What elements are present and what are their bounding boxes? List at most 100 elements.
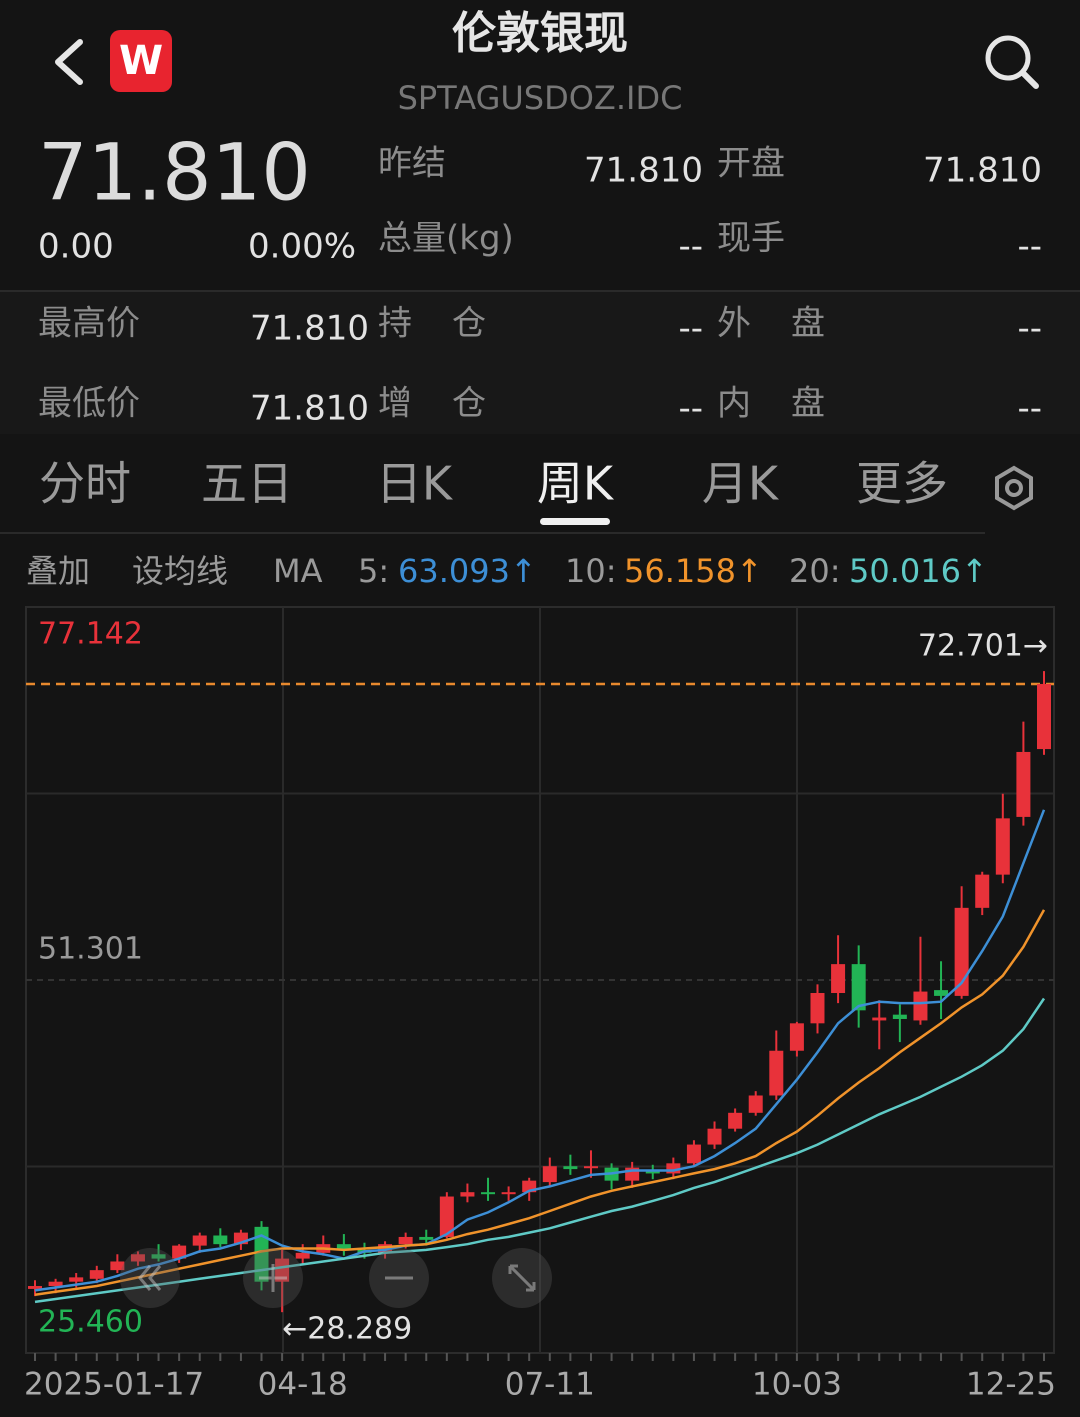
candle-body [728, 1112, 743, 1129]
candle-body [789, 1023, 804, 1051]
field-value: 71.810 [584, 151, 703, 191]
field-label: 昨结 [378, 144, 446, 184]
tab[interactable]: 月K [702, 457, 780, 511]
field-value: -- [1017, 227, 1042, 267]
candle-body [336, 1244, 351, 1250]
candle-body [69, 1277, 84, 1282]
candle-body [275, 1258, 290, 1282]
settings-icon-center [1005, 479, 1023, 497]
candle-body [851, 964, 866, 1011]
candle-body [686, 1144, 701, 1164]
tab[interactable]: 日K [376, 457, 454, 511]
candle-body [213, 1235, 228, 1245]
tab[interactable]: 五日 [201, 457, 293, 511]
candle-body [460, 1192, 475, 1197]
candle-body [707, 1128, 722, 1145]
ma-value: 63.093↑ [398, 552, 537, 590]
ma-period: 5: [358, 552, 389, 590]
set-ma-button[interactable]: 设均线 [132, 552, 228, 590]
high-label: 72.701→ [918, 629, 1048, 664]
candle-body [110, 1261, 125, 1271]
candle-body [48, 1281, 63, 1287]
candle-body [522, 1180, 537, 1193]
change-pct: 0.00% [248, 227, 356, 267]
candle-body [151, 1254, 166, 1259]
ma-value: 56.158↑ [624, 552, 763, 590]
change: 0.00 [38, 227, 114, 267]
back-button[interactable] [55, 39, 83, 85]
ma-line [34, 909, 1046, 1296]
candle-body [645, 1170, 660, 1174]
ma-value: 50.016↑ [849, 552, 988, 590]
stat-value: 71.810 [250, 389, 369, 429]
x-tick-label: 2025-01-17 [24, 1367, 204, 1403]
candle-body [995, 818, 1010, 875]
zoom-in-icon [259, 1264, 287, 1292]
y-tick-label: 51.301 [38, 932, 143, 967]
candle-body [748, 1095, 763, 1113]
candle-body [1016, 751, 1031, 817]
tab-underline [540, 518, 610, 525]
stat-label: 外盘 [717, 304, 865, 344]
candle-body [810, 993, 825, 1024]
logo [110, 30, 172, 92]
candle-body [913, 991, 928, 1021]
ma-legend: 5: 63.093↑ 10: 56.158↑ 20: 50.016↑ [358, 552, 988, 590]
chart-controls [120, 1248, 552, 1308]
ma-period: 20: [789, 552, 841, 590]
candle-body [1037, 683, 1051, 750]
candle-body [172, 1245, 187, 1259]
candle-body [501, 1192, 516, 1195]
settings-icon [995, 465, 1033, 511]
ma-label: MA [273, 552, 323, 590]
tab[interactable]: 周K [537, 457, 615, 511]
candle-body [233, 1232, 248, 1245]
stat-label: 增仓 [378, 384, 526, 424]
candle-body [542, 1166, 557, 1183]
x-tick-label: 04-18 [258, 1367, 348, 1403]
tab-bar: 分时 五日 日K 周K 月K 更多 [39, 457, 948, 525]
subtitle: SPTAGUSDOZ.IDC [398, 79, 683, 117]
settings-button[interactable] [995, 465, 1033, 511]
candle-body [934, 990, 949, 996]
stats-band [0, 292, 1080, 434]
candle-body [439, 1196, 454, 1237]
candle-body [378, 1244, 393, 1253]
candle-body [954, 907, 969, 996]
ma-line [34, 809, 1046, 1292]
overlay-button[interactable]: 叠加 [26, 552, 90, 590]
candle-body [583, 1166, 598, 1169]
ma-period: 10: [565, 552, 617, 590]
ma-line [34, 997, 1046, 1304]
tab[interactable]: 更多 [856, 457, 948, 511]
candle-body [975, 874, 990, 908]
stat-value: 71.810 [250, 309, 369, 349]
title: 伦敦银现 [452, 8, 628, 59]
chart: 77.142 51.301 25.460 2025-01-17 04-18 07-11 10… [24, 607, 1056, 1403]
candle-body [892, 1014, 907, 1019]
field-label: 总量(kg) [378, 219, 514, 259]
candle-body [831, 964, 846, 994]
stat-value: -- [1017, 309, 1042, 349]
search-icon [985, 35, 1031, 81]
candle-body [872, 1017, 887, 1021]
x-tick-label: 07-11 [505, 1367, 595, 1403]
candle-body [666, 1163, 681, 1174]
stat-label: 最低价 [38, 384, 140, 424]
candle-body [89, 1270, 104, 1279]
tab[interactable]: 分时 [39, 457, 131, 511]
search-handle [1020, 70, 1039, 89]
price: 71.810 [38, 128, 311, 218]
field-label: 开盘 [717, 144, 785, 184]
candle-body [295, 1252, 310, 1259]
y-tick-label: 77.142 [38, 617, 143, 652]
stat-value: -- [678, 309, 703, 349]
candle-body [481, 1192, 496, 1195]
search-button[interactable] [985, 35, 1039, 89]
fullscreen-icon [508, 1264, 536, 1292]
candle-body [398, 1236, 413, 1245]
field-label: 现手 [717, 219, 785, 259]
candle-body [563, 1166, 578, 1170]
